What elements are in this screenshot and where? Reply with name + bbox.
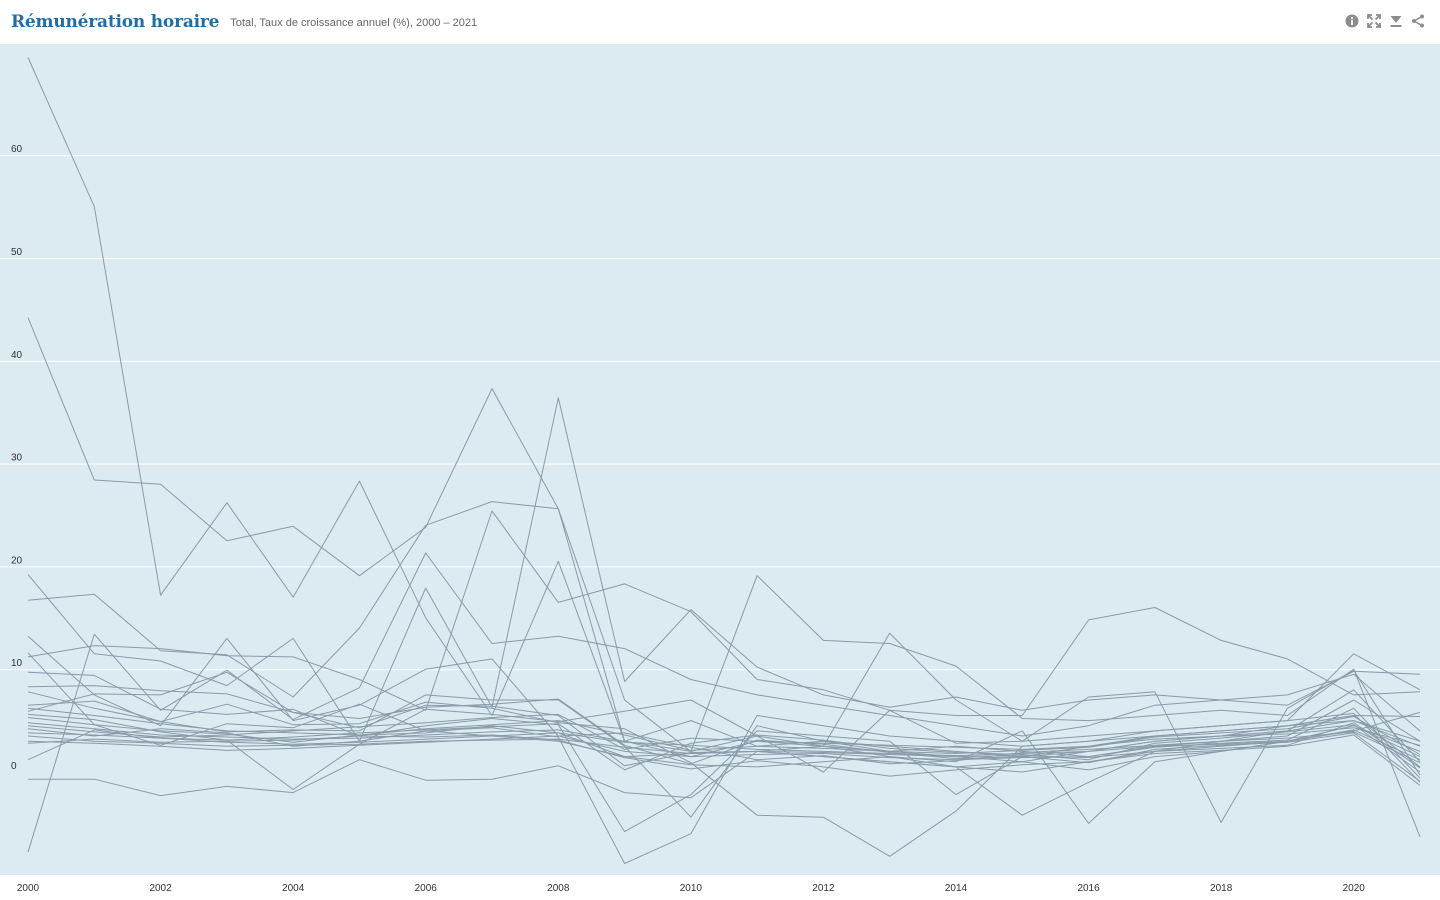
fullscreen-icon[interactable]	[1366, 12, 1382, 30]
series-line-3[interactable]	[27, 552, 1421, 853]
y-tick-label: 0	[11, 761, 17, 772]
series-line-19[interactable]	[27, 731, 1421, 765]
y-tick-label: 50	[11, 247, 23, 258]
y-tick-label: 60	[11, 144, 23, 155]
chart-toolbar	[1344, 12, 1426, 30]
series-line-25[interactable]	[27, 685, 1421, 782]
series-line-12[interactable]	[28, 725, 1421, 799]
series-line-4[interactable]	[27, 397, 1421, 742]
grid-lines	[0, 155, 1440, 671]
x-tick-label: 2008	[547, 883, 570, 894]
chart-subtitle: Total, Taux de croissance annuel (%), 20…	[230, 17, 478, 29]
series-line-6[interactable]	[27, 510, 1421, 716]
series-line-9[interactable]	[27, 652, 1421, 864]
series-line-20[interactable]	[27, 707, 1421, 755]
x-tick-label: 2016	[1077, 883, 1100, 894]
series-line-17[interactable]	[27, 722, 1421, 769]
y-tick-label: 30	[11, 453, 23, 464]
y-tick-label: 20	[11, 555, 23, 566]
series-line-21[interactable]	[27, 734, 1421, 786]
series-line-23[interactable]	[27, 713, 1421, 773]
x-tick-label: 2006	[415, 883, 438, 894]
series-layer	[27, 57, 1421, 864]
series-line-13[interactable]	[27, 669, 1421, 823]
series-line-24[interactable]	[27, 729, 1421, 761]
chart-header: Rémunération horaire Total, Taux de croi…	[0, 0, 1440, 44]
x-tick-label: 2014	[945, 883, 968, 894]
x-axis-ticks: 2000 2002 2004 2006 2008 2010 2012 2014 2016 2018…	[17, 883, 1365, 894]
series-line-22[interactable]	[27, 713, 1421, 750]
share-icon[interactable]	[1410, 12, 1426, 30]
x-tick-label: 2020	[1343, 883, 1366, 894]
series-line-2[interactable]	[27, 317, 1421, 758]
chart-title: Rémunération horaire	[11, 12, 220, 32]
x-tick-label: 2002	[149, 883, 172, 894]
x-tick-label: 2018	[1210, 883, 1233, 894]
y-tick-label: 10	[11, 658, 23, 669]
y-tick-label: 40	[11, 350, 23, 361]
x-tick-label: 2010	[680, 883, 703, 894]
x-tick-label: 2004	[282, 883, 305, 894]
x-tick-label: 2012	[812, 883, 835, 894]
series-line-8[interactable]	[27, 671, 1421, 833]
y-axis-ticks: 0 10 20 30 40 50 60	[11, 144, 23, 772]
series-line-7[interactable]	[27, 632, 1421, 758]
download-icon[interactable]	[1388, 12, 1404, 30]
x-tick-label: 2000	[17, 883, 40, 894]
series-line-11[interactable]	[27, 700, 1421, 857]
series-line-5[interactable]	[27, 501, 1421, 837]
info-icon[interactable]	[1344, 12, 1360, 30]
